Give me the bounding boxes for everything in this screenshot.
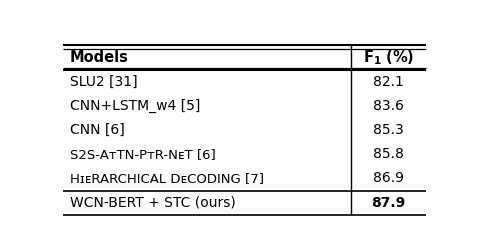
- Text: CNN+LSTM_w4 [5]: CNN+LSTM_w4 [5]: [70, 99, 200, 113]
- Text: 85.3: 85.3: [373, 123, 404, 137]
- Text: CNN [6]: CNN [6]: [70, 123, 125, 137]
- Text: 86.9: 86.9: [373, 172, 404, 185]
- Text: HɪᴇRARCHICAL DᴇCODING [7]: HɪᴇRARCHICAL DᴇCODING [7]: [70, 172, 264, 185]
- Text: WCN-BERT + STC (ours): WCN-BERT + STC (ours): [70, 196, 236, 210]
- Text: 85.8: 85.8: [373, 147, 404, 161]
- Text: Models: Models: [70, 50, 129, 65]
- Text: 87.9: 87.9: [371, 196, 406, 210]
- Text: $\mathbf{F_1}$ $\mathbf{(\%)}$: $\mathbf{F_1}$ $\mathbf{(\%)}$: [363, 48, 414, 67]
- Text: S2S-AᴛTN-PᴛR-NᴇT [6]: S2S-AᴛTN-PᴛR-NᴇT [6]: [70, 148, 216, 161]
- Text: 82.1: 82.1: [373, 75, 404, 89]
- Text: 83.6: 83.6: [373, 99, 404, 113]
- Text: SLU2 [31]: SLU2 [31]: [70, 75, 138, 89]
